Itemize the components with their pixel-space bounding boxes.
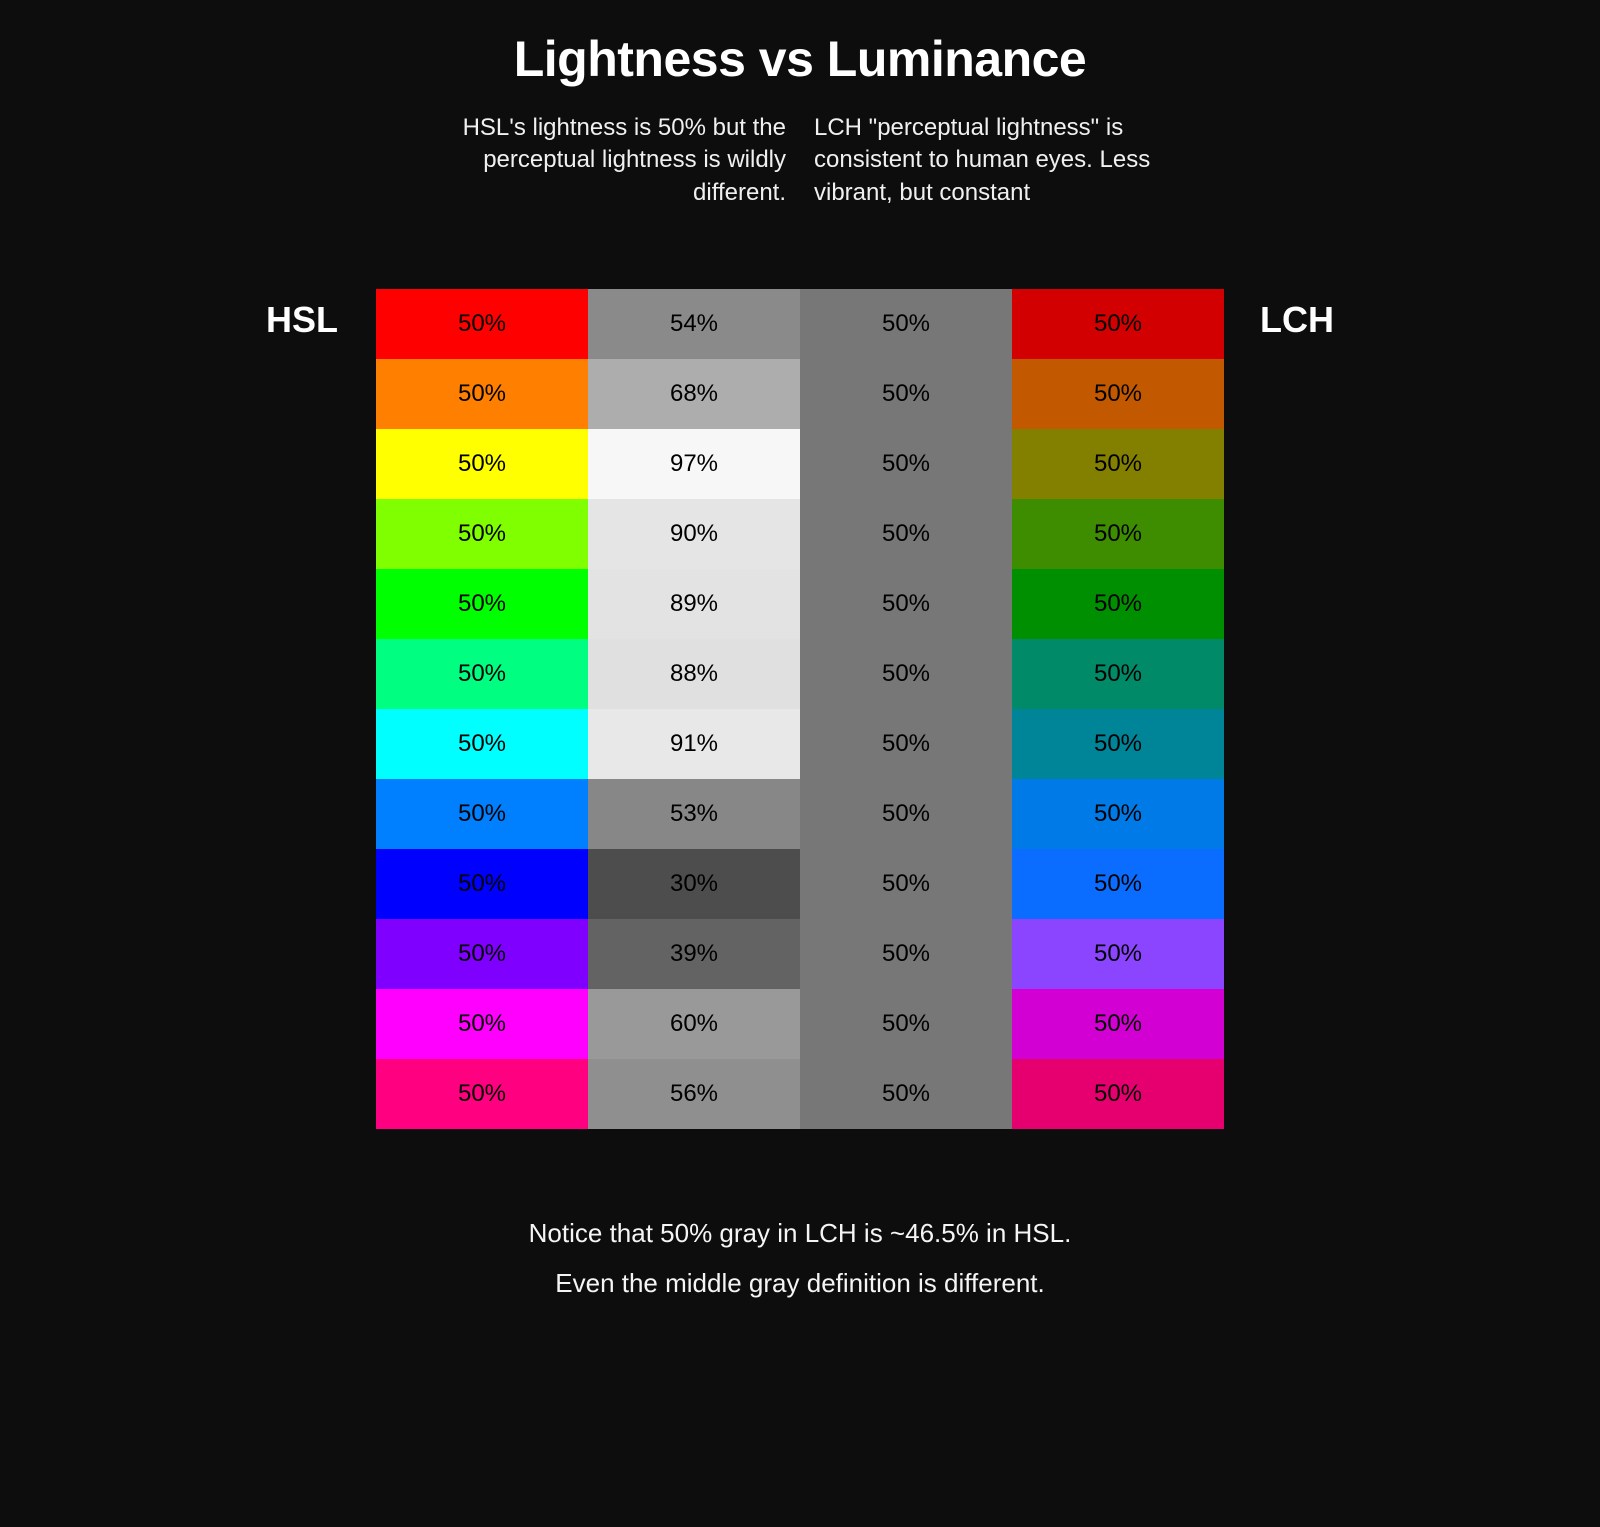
subtitle-lch: LCH "perceptual lightness" is consistent… bbox=[814, 112, 1214, 209]
hsl-color-cell: 50% bbox=[376, 709, 588, 779]
hsl-color-cell: 50% bbox=[376, 569, 588, 639]
lch-color-cell: 50% bbox=[1012, 849, 1224, 919]
hsl-color-cell: 50% bbox=[376, 989, 588, 1059]
hsl-gray-cell: 88% bbox=[588, 639, 800, 709]
hsl-gray-cell: 91% bbox=[588, 709, 800, 779]
lch-color-cell: 50% bbox=[1012, 429, 1224, 499]
hsl-gray-cell: 53% bbox=[588, 779, 800, 849]
hsl-color-cell: 50% bbox=[376, 359, 588, 429]
lch-gray-cell: 50% bbox=[800, 639, 1012, 709]
footer-line-2: Even the middle gray definition is diffe… bbox=[0, 1259, 1600, 1308]
hsl-color-cell: 50% bbox=[376, 779, 588, 849]
subtitle-row: HSL's lightness is 50% but the perceptua… bbox=[0, 112, 1600, 209]
lch-color-cell: 50% bbox=[1012, 919, 1224, 989]
lch-gray-cell: 50% bbox=[800, 989, 1012, 1059]
lch-color-cell: 50% bbox=[1012, 779, 1224, 849]
hsl-gray-cell: 90% bbox=[588, 499, 800, 569]
hsl-color-cell: 50% bbox=[376, 639, 588, 709]
lch-gray-cell: 50% bbox=[800, 289, 1012, 359]
footer-notes: Notice that 50% gray in LCH is ~46.5% in… bbox=[0, 1209, 1600, 1308]
lch-color-cell: 50% bbox=[1012, 359, 1224, 429]
lch-gray-cell: 50% bbox=[800, 849, 1012, 919]
subtitle-hsl: HSL's lightness is 50% but the perceptua… bbox=[386, 112, 786, 209]
color-grid: 50%54%50%50%50%68%50%50%50%97%50%50%50%9… bbox=[376, 289, 1224, 1129]
lch-gray-cell: 50% bbox=[800, 499, 1012, 569]
hsl-color-cell: 50% bbox=[376, 429, 588, 499]
lch-gray-cell: 50% bbox=[800, 709, 1012, 779]
hsl-gray-cell: 60% bbox=[588, 989, 800, 1059]
lch-color-cell: 50% bbox=[1012, 1059, 1224, 1129]
hsl-gray-cell: 54% bbox=[588, 289, 800, 359]
lch-gray-cell: 50% bbox=[800, 569, 1012, 639]
hsl-color-cell: 50% bbox=[376, 289, 588, 359]
lch-gray-cell: 50% bbox=[800, 359, 1012, 429]
lch-color-cell: 50% bbox=[1012, 289, 1224, 359]
lch-color-cell: 50% bbox=[1012, 989, 1224, 1059]
lch-gray-cell: 50% bbox=[800, 1059, 1012, 1129]
lch-gray-cell: 50% bbox=[800, 429, 1012, 499]
hsl-color-cell: 50% bbox=[376, 919, 588, 989]
hsl-gray-cell: 30% bbox=[588, 849, 800, 919]
page-title: Lightness vs Luminance bbox=[0, 30, 1600, 88]
label-lch: LCH bbox=[1224, 289, 1444, 341]
lch-color-cell: 50% bbox=[1012, 709, 1224, 779]
lch-gray-cell: 50% bbox=[800, 779, 1012, 849]
hsl-gray-cell: 68% bbox=[588, 359, 800, 429]
hsl-gray-cell: 56% bbox=[588, 1059, 800, 1129]
hsl-gray-cell: 89% bbox=[588, 569, 800, 639]
lch-gray-cell: 50% bbox=[800, 919, 1012, 989]
hsl-color-cell: 50% bbox=[376, 1059, 588, 1129]
lch-color-cell: 50% bbox=[1012, 569, 1224, 639]
footer-line-1: Notice that 50% gray in LCH is ~46.5% in… bbox=[0, 1209, 1600, 1258]
hsl-color-cell: 50% bbox=[376, 849, 588, 919]
hsl-gray-cell: 39% bbox=[588, 919, 800, 989]
hsl-color-cell: 50% bbox=[376, 499, 588, 569]
lch-color-cell: 50% bbox=[1012, 499, 1224, 569]
lch-color-cell: 50% bbox=[1012, 639, 1224, 709]
comparison-container: HSL 50%54%50%50%50%68%50%50%50%97%50%50%… bbox=[0, 289, 1600, 1129]
hsl-gray-cell: 97% bbox=[588, 429, 800, 499]
label-hsl: HSL bbox=[156, 289, 376, 341]
